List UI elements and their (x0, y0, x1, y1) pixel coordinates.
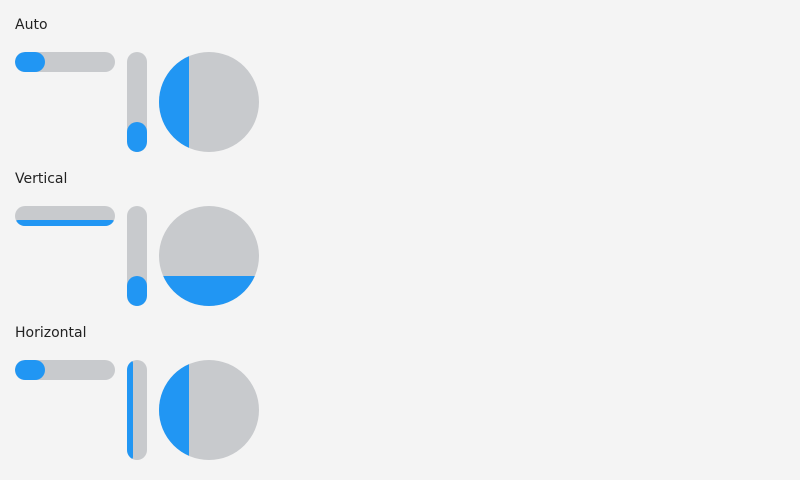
section-label-vertical: Vertical (15, 171, 68, 187)
horizontal-slider-auto[interactable] (15, 52, 115, 72)
horizontal-slider-fill (15, 220, 115, 226)
horizontal-slider-fill (15, 52, 45, 72)
horizontal-slider-vertical[interactable] (15, 206, 115, 226)
round-slider-fill (159, 360, 189, 460)
round-slider-auto[interactable] (159, 52, 259, 152)
round-slider-horizontal[interactable] (159, 360, 259, 460)
vertical-slider-horizontal[interactable] (127, 360, 147, 460)
vertical-slider-fill (127, 276, 147, 306)
section-label-auto: Auto (15, 17, 48, 33)
vertical-slider-auto[interactable] (127, 52, 147, 152)
round-slider-fill (159, 52, 189, 152)
section-label-horizontal: Horizontal (15, 325, 87, 341)
vertical-slider-fill (127, 360, 133, 460)
horizontal-slider-horizontal[interactable] (15, 360, 115, 380)
round-slider-vertical[interactable] (159, 206, 259, 306)
horizontal-slider-fill (15, 360, 45, 380)
vertical-slider-fill (127, 122, 147, 152)
round-slider-fill (159, 276, 259, 306)
vertical-slider-vertical[interactable] (127, 206, 147, 306)
